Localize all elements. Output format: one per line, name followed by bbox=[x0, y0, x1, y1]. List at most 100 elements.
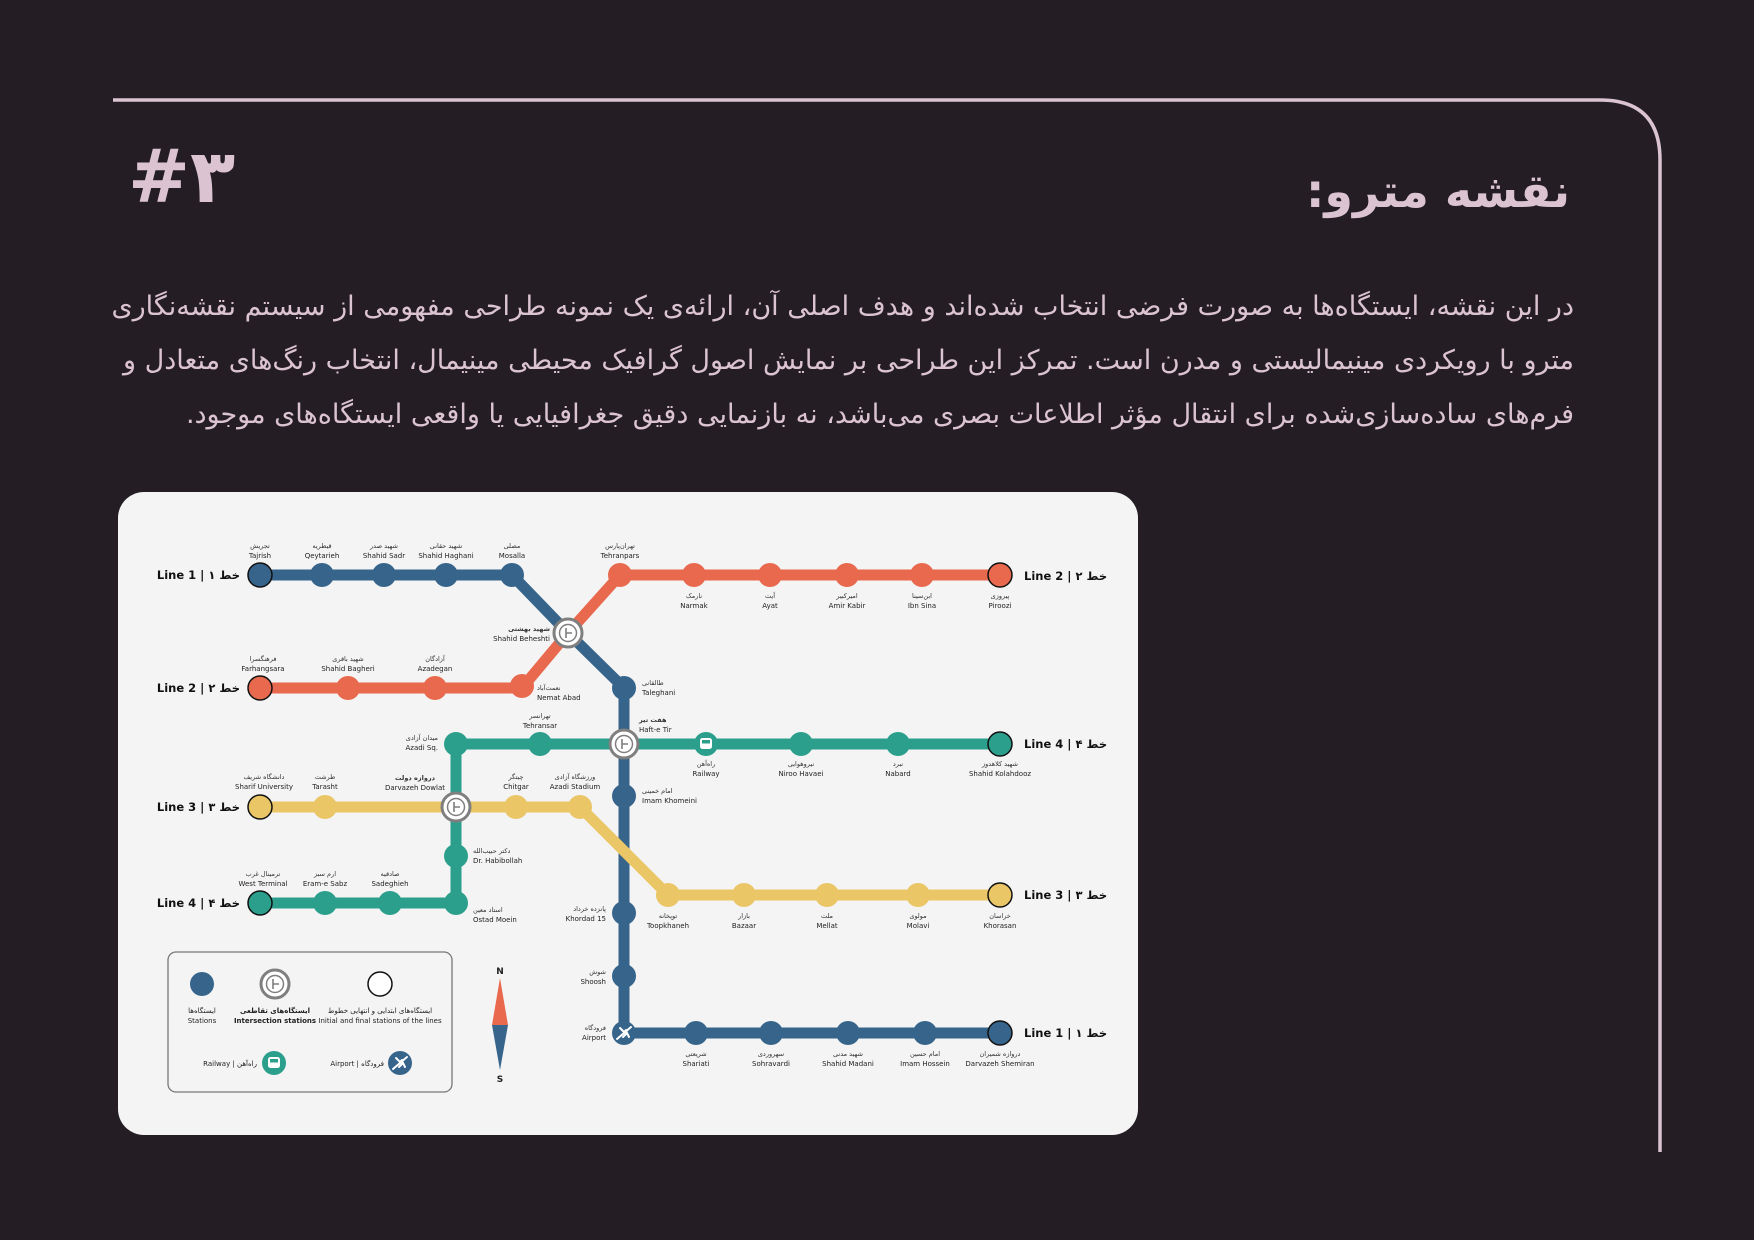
station-niroo-havaei[interactable]: نیروهوایی Niroo Havaei bbox=[779, 732, 824, 778]
station-label-fa: پیروزی bbox=[991, 592, 1010, 600]
station-label-en: Imam Hossein bbox=[900, 1060, 950, 1068]
station-label-fa: ابن‌سینا bbox=[912, 592, 932, 600]
station-tarasht[interactable]: طرشت Tarasht bbox=[311, 773, 338, 819]
station-label-en: Shahid Bagheri bbox=[321, 665, 374, 673]
station-label-fa: دروازه دولت bbox=[395, 774, 436, 782]
station-nabard[interactable]: نبرد Nabard bbox=[885, 732, 911, 778]
station-azadi-sq[interactable]: میدان آزادی Azadi Sq. bbox=[406, 732, 468, 756]
station-shahid-haghani[interactable]: شهید حقانی Shahid Haghani bbox=[418, 542, 474, 587]
station-azadi-stadium[interactable]: ورزشگاه آزادی Azadi Stadium bbox=[550, 772, 601, 819]
station-label-en: Ostad Moein bbox=[473, 916, 517, 924]
station-khorasan[interactable]: خراسان Khorasan bbox=[984, 882, 1017, 930]
legend-terminal-fa: ایستگاه‌های ابتدایی و انتهایی خطوط bbox=[328, 1006, 432, 1015]
station-darvazeh-dowlat[interactable]: دروازه دولت Darvazeh Dowlat bbox=[385, 774, 472, 823]
station-darvazeh-shemiran[interactable]: دروازه شمیران Darvazeh Shemiran bbox=[965, 1020, 1035, 1068]
station-chitgar[interactable]: چیتگر Chitgar bbox=[503, 773, 529, 819]
line-1-west-label: Line 1 | خط ۱ bbox=[157, 568, 240, 582]
station-toopkhaneh[interactable]: توپخانه Toopkhaneh bbox=[646, 883, 689, 930]
station-label-fa: راه‌آهن bbox=[697, 759, 716, 768]
station-qeytarieh[interactable]: قیطریه Qeytarieh bbox=[305, 542, 340, 587]
station-label-fa: خراسان bbox=[989, 912, 1011, 920]
page-title: نقشه مترو: bbox=[1306, 164, 1570, 218]
station-label-fa: ترمینال غرب bbox=[246, 870, 281, 878]
station-taleghani[interactable]: طالقانی Taleghani bbox=[612, 676, 675, 700]
station-label-en: Sohravardi bbox=[752, 1060, 790, 1068]
station-tehransar[interactable]: تهرانسر Tehransar bbox=[522, 712, 557, 756]
station-sohravardi[interactable]: سهروردی Sohravardi bbox=[752, 1021, 790, 1068]
legend-station-dot bbox=[190, 972, 214, 996]
station-nemat-abad[interactable]: نعمت‌آباد Nemat Abad bbox=[510, 674, 581, 702]
station-mosalla[interactable]: مصلی Mosalla bbox=[499, 542, 525, 587]
station-shahid-sadr[interactable]: شهید صدر Shahid Sadr bbox=[363, 542, 405, 587]
legend-terminal-en: Initial and final stations of the lines bbox=[318, 1017, 442, 1025]
station-west-terminal[interactable]: ترمینال غرب West Terminal bbox=[238, 870, 288, 916]
station-bazaar[interactable]: بازار Bazaar bbox=[732, 883, 756, 930]
station-eram-e-sabz[interactable]: ارم سبز Eram-e Sabz bbox=[303, 870, 348, 915]
station-tehranpars[interactable]: تهران‌پارس Tehranpars bbox=[600, 542, 640, 587]
station-farhangsara[interactable]: فرهنگسرا Farhangsara bbox=[241, 655, 285, 701]
station-sharif-university[interactable]: دانشگاه شریف Sharif University bbox=[235, 773, 293, 820]
station-label-en: Ibn Sina bbox=[908, 602, 936, 610]
station-label-fa: پانزده خرداد bbox=[573, 905, 606, 913]
station-shariati[interactable]: شریعتی Shariati bbox=[683, 1021, 710, 1068]
station-label-en: Chitgar bbox=[503, 783, 529, 791]
station-label-fa: مولوی bbox=[909, 912, 926, 920]
legend-stations-fa: ایستگاه‌ها bbox=[188, 1006, 216, 1015]
station-piroozi[interactable]: پیروزی Piroozi bbox=[987, 562, 1013, 610]
station-label-en: Shahid Kolahdooz bbox=[969, 770, 1031, 778]
station-sadeghieh[interactable]: صادقیه Sadeghieh bbox=[371, 870, 409, 915]
station-label-fa: ورزشگاه آزادی bbox=[555, 772, 596, 781]
station-shahid-beheshti[interactable]: شهید بهشتی Shahid Beheshti bbox=[493, 617, 584, 649]
station-airport[interactable]: فرودگاه Airport bbox=[582, 1021, 636, 1045]
station-label-en: Shahid Haghani bbox=[418, 552, 473, 560]
station-imam-khomeini[interactable]: امام خمینی Imam Khomeini bbox=[612, 784, 697, 808]
station-khordad-15[interactable]: پانزده خرداد Khordad 15 bbox=[566, 901, 636, 925]
station-molavi[interactable]: مولوی Molavi bbox=[906, 883, 930, 930]
station-label-en: Tarasht bbox=[311, 783, 338, 791]
station-dr-habibollah[interactable]: دکتر حبیب‌الله Dr. Habibollah bbox=[444, 844, 522, 868]
station-label-fa: توپخانه bbox=[659, 912, 678, 920]
station-railway[interactable]: راه‌آهن Railway bbox=[692, 732, 720, 778]
legend-terminal-circle bbox=[367, 971, 393, 997]
station-label-en: Railway bbox=[692, 770, 719, 778]
compass: N S bbox=[492, 967, 508, 1085]
station-label-en: Darvazeh Dowlat bbox=[385, 784, 445, 792]
line-3-west-label: Line 3 | خط ۳ bbox=[157, 800, 240, 814]
station-ibn-sina[interactable]: ابن‌سینا Ibn Sina bbox=[908, 563, 936, 610]
station-shoosh[interactable]: شوش Shoosh bbox=[580, 964, 636, 988]
station-label-en: Toopkhaneh bbox=[646, 922, 689, 930]
legend-airport-label: Airport | فرودگاه bbox=[330, 1059, 384, 1068]
station-label-fa: نارمک bbox=[686, 592, 702, 600]
station-ayat[interactable]: آیت Ayat bbox=[758, 563, 782, 610]
line-2-west-label: Line 2 | خط ۲ bbox=[157, 681, 240, 695]
station-label-fa: سهروردی bbox=[758, 1050, 784, 1058]
station-ostad-moein[interactable]: استاد معین Ostad Moein bbox=[444, 891, 517, 924]
station-label-fa: ملت bbox=[821, 912, 833, 920]
legend-stations-en: Stations bbox=[188, 1017, 217, 1025]
station-shahid-kolahdooz[interactable]: شهید کلاهدوز Shahid Kolahdooz bbox=[969, 731, 1031, 778]
station-label-fa: بازار bbox=[737, 912, 750, 920]
station-azadegan[interactable]: آزادگان Azadegan bbox=[418, 654, 453, 700]
station-label-en: Piroozi bbox=[989, 602, 1012, 610]
station-shahid-madani[interactable]: شهید مدنی Shahid Madani bbox=[822, 1021, 874, 1068]
station-label-en: Dr. Habibollah bbox=[473, 857, 522, 865]
station-mellat[interactable]: ملت Mellat bbox=[815, 883, 839, 930]
station-haft-e-tir[interactable]: هفت تیر Haft-e Tir bbox=[608, 716, 672, 760]
station-tajrish[interactable]: تجریش Tajrish bbox=[247, 542, 273, 588]
station-label-en: Taleghani bbox=[641, 689, 675, 697]
station-amir-kabir[interactable]: امیرکبیر Amir Kabir bbox=[829, 563, 866, 610]
station-label-en: Mosalla bbox=[499, 552, 525, 560]
station-label-fa: هفت تیر bbox=[638, 716, 667, 724]
station-imam-hossein[interactable]: امام حسین Imam Hossein bbox=[900, 1021, 950, 1068]
station-shahid-bagheri[interactable]: شهید باقری Shahid Bagheri bbox=[321, 655, 375, 700]
station-label-fa: شهید مدنی bbox=[833, 1050, 863, 1058]
airplane-icon bbox=[616, 1026, 632, 1040]
legend-railway-label: Railway | راه‌آهن bbox=[203, 1059, 257, 1068]
station-label-en: Imam Khomeini bbox=[642, 797, 697, 805]
airplane-icon bbox=[392, 1056, 408, 1070]
station-label-fa: نعمت‌آباد bbox=[537, 683, 561, 692]
station-label-fa: شوش bbox=[589, 968, 606, 976]
legend-intersection-fa: ایستگاه‌های تقاطعی bbox=[240, 1006, 310, 1015]
station-label-en: Qeytarieh bbox=[305, 552, 340, 560]
station-narmak[interactable]: نارمک Narmak bbox=[680, 563, 709, 610]
